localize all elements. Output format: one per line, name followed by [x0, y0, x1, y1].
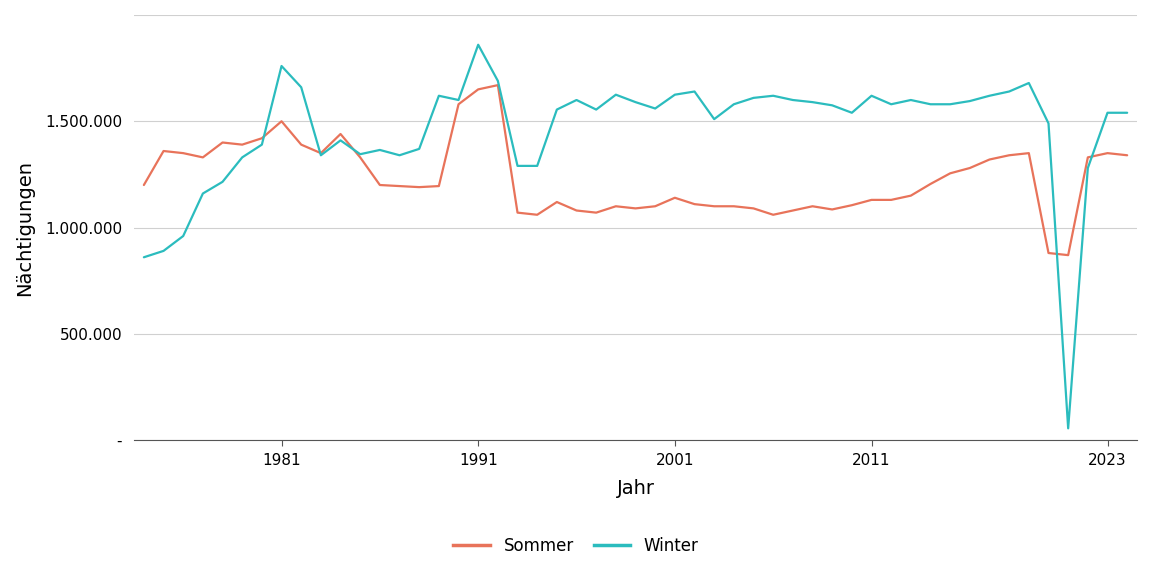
Winter [354, 151, 367, 158]
Winter [865, 92, 879, 99]
Sommer [354, 154, 367, 161]
X-axis label: Jahr: Jahr [616, 479, 654, 498]
Sommer [865, 196, 879, 203]
Winter [805, 98, 819, 105]
Winter [1120, 109, 1134, 116]
Winter [137, 254, 151, 261]
Sommer [1061, 252, 1075, 259]
Sommer [452, 101, 465, 108]
Y-axis label: Nächtigungen: Nächtigungen [15, 160, 35, 295]
Sommer [1100, 150, 1114, 157]
Winter [1061, 425, 1075, 432]
Line: Sommer: Sommer [144, 85, 1127, 255]
Winter [471, 41, 485, 48]
Sommer [137, 181, 151, 188]
Line: Winter: Winter [144, 45, 1127, 429]
Sommer [491, 82, 505, 89]
Sommer [432, 183, 446, 190]
Sommer [1120, 152, 1134, 159]
Sommer [805, 203, 819, 210]
Winter [1100, 109, 1114, 116]
Winter [432, 92, 446, 99]
Legend: Sommer, Winter: Sommer, Winter [447, 530, 705, 562]
Winter [452, 97, 465, 104]
